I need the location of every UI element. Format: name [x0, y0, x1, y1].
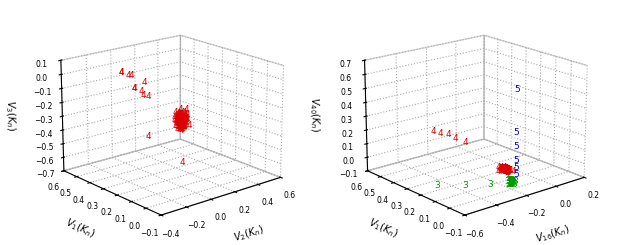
Y-axis label: $V_1(K_n)$: $V_1(K_n)$ [367, 216, 401, 241]
Y-axis label: $V_1(K_n)$: $V_1(K_n)$ [63, 216, 97, 241]
X-axis label: $V_2(K_n)$: $V_2(K_n)$ [232, 223, 266, 245]
X-axis label: $V_{16}(K_n)$: $V_{16}(K_n)$ [534, 222, 572, 245]
